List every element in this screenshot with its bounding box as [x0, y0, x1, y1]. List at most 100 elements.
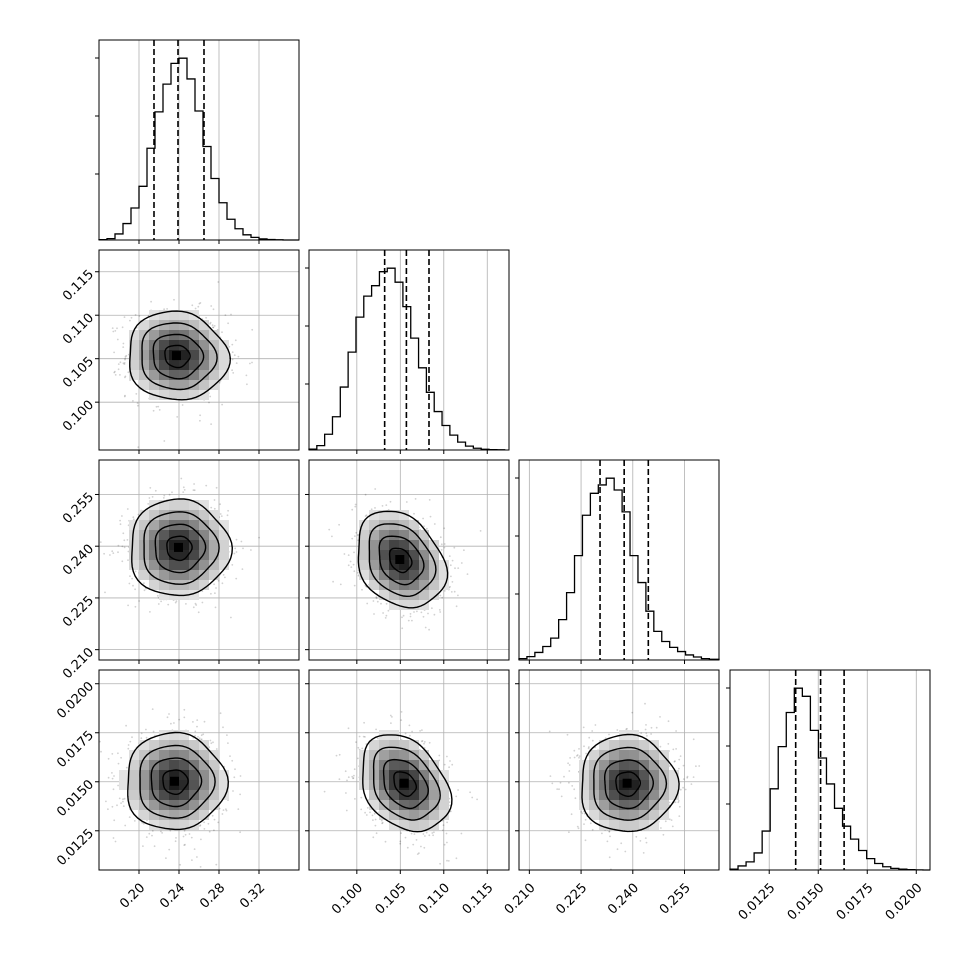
sample-dot	[193, 489, 196, 492]
density-cell	[179, 740, 189, 750]
density-cell	[639, 790, 649, 800]
density-cell	[129, 800, 139, 810]
sample-dot	[373, 613, 375, 615]
density-cell	[389, 780, 399, 790]
sample-dot	[160, 600, 163, 603]
density-cell	[609, 790, 619, 800]
sample-dot	[203, 828, 206, 830]
density-cell	[409, 560, 419, 570]
sample-dot	[151, 830, 154, 832]
panel-frame	[98, 249, 300, 451]
y-tick-label: 0.0200	[54, 679, 97, 722]
sample-dot	[121, 515, 123, 517]
sample-dot	[432, 834, 434, 837]
density-cell	[599, 820, 609, 830]
sample-dot	[113, 351, 115, 354]
sample-dot	[594, 724, 597, 726]
sample-dot	[124, 355, 127, 358]
density-cell	[389, 520, 399, 530]
sample-dot	[183, 844, 186, 846]
sample-dot	[192, 606, 195, 609]
sample-dot	[117, 784, 119, 787]
density-cell	[189, 590, 199, 600]
contour-line	[362, 734, 453, 833]
sample-dot	[183, 708, 186, 711]
density-cell	[389, 810, 399, 820]
sample-dot	[345, 809, 348, 812]
sample-dot	[351, 508, 354, 511]
sample-dot	[221, 331, 223, 334]
density-cell	[399, 800, 409, 810]
sample-dot	[351, 775, 354, 778]
density-cell	[159, 560, 169, 570]
sample-dot	[357, 539, 359, 542]
density-cell	[389, 580, 399, 590]
sample-dot	[145, 728, 147, 731]
contour-line	[141, 322, 218, 391]
density-cell	[129, 560, 139, 570]
density-cell	[379, 560, 389, 570]
sample-dot	[134, 570, 137, 573]
density-cell	[219, 520, 229, 530]
density-cell	[209, 340, 219, 350]
sample-dot	[424, 626, 427, 629]
density-cell	[629, 740, 639, 750]
sample-dot	[178, 718, 181, 721]
density-cell	[379, 750, 389, 760]
sample-dot	[127, 559, 129, 561]
density-cell	[219, 540, 229, 550]
sample-dot	[580, 811, 583, 813]
sample-dot	[157, 603, 160, 605]
sample-dot	[251, 328, 254, 331]
sample-dot	[674, 760, 676, 762]
sample-dot	[356, 534, 359, 537]
sample-dot	[582, 726, 585, 729]
density-cell	[389, 560, 399, 570]
panel-frame	[308, 669, 510, 871]
sample-dot	[155, 405, 158, 408]
y-tick-label: 0.210	[60, 645, 97, 682]
sample-dot	[231, 351, 234, 354]
sample-dot	[568, 781, 570, 784]
density-cell	[429, 760, 439, 770]
sample-dot	[692, 776, 695, 778]
sample-dot	[645, 732, 648, 735]
sample-dot	[231, 369, 234, 372]
contour-line	[131, 498, 234, 597]
sample-dot	[209, 395, 212, 398]
sample-dot	[568, 770, 571, 772]
sample-dot	[411, 619, 413, 622]
density-cell	[649, 810, 659, 820]
density-cell	[149, 520, 159, 530]
sample-dot	[151, 496, 154, 498]
sample-dot	[675, 730, 677, 732]
sample-dot	[157, 405, 160, 408]
sample-dot	[152, 730, 155, 733]
sample-dot	[684, 788, 687, 791]
density-cell	[219, 560, 229, 570]
density-cell	[369, 800, 379, 810]
sample-dot	[111, 772, 113, 774]
density-cell	[609, 780, 619, 790]
density-cell	[159, 590, 169, 600]
sample-dot	[194, 602, 197, 605]
sample-dot	[640, 732, 643, 734]
density-cell	[209, 560, 219, 570]
sample-dot	[241, 568, 244, 570]
sample-dot	[363, 721, 365, 724]
sample-dot	[138, 315, 141, 317]
density-cell	[149, 320, 159, 330]
sample-dot	[230, 616, 232, 619]
density-cell	[389, 740, 399, 750]
x-tick-label: 0.105	[373, 881, 410, 918]
sample-dot	[134, 314, 137, 316]
density-cell	[629, 750, 639, 760]
sample-dot	[231, 759, 234, 762]
sample-dot	[354, 505, 357, 508]
density-cell	[359, 770, 369, 780]
sample-dot	[122, 798, 124, 801]
sample-dot	[443, 843, 446, 846]
sample-dot	[616, 848, 619, 851]
sample-dot	[371, 814, 374, 817]
sample-dot	[214, 606, 217, 609]
